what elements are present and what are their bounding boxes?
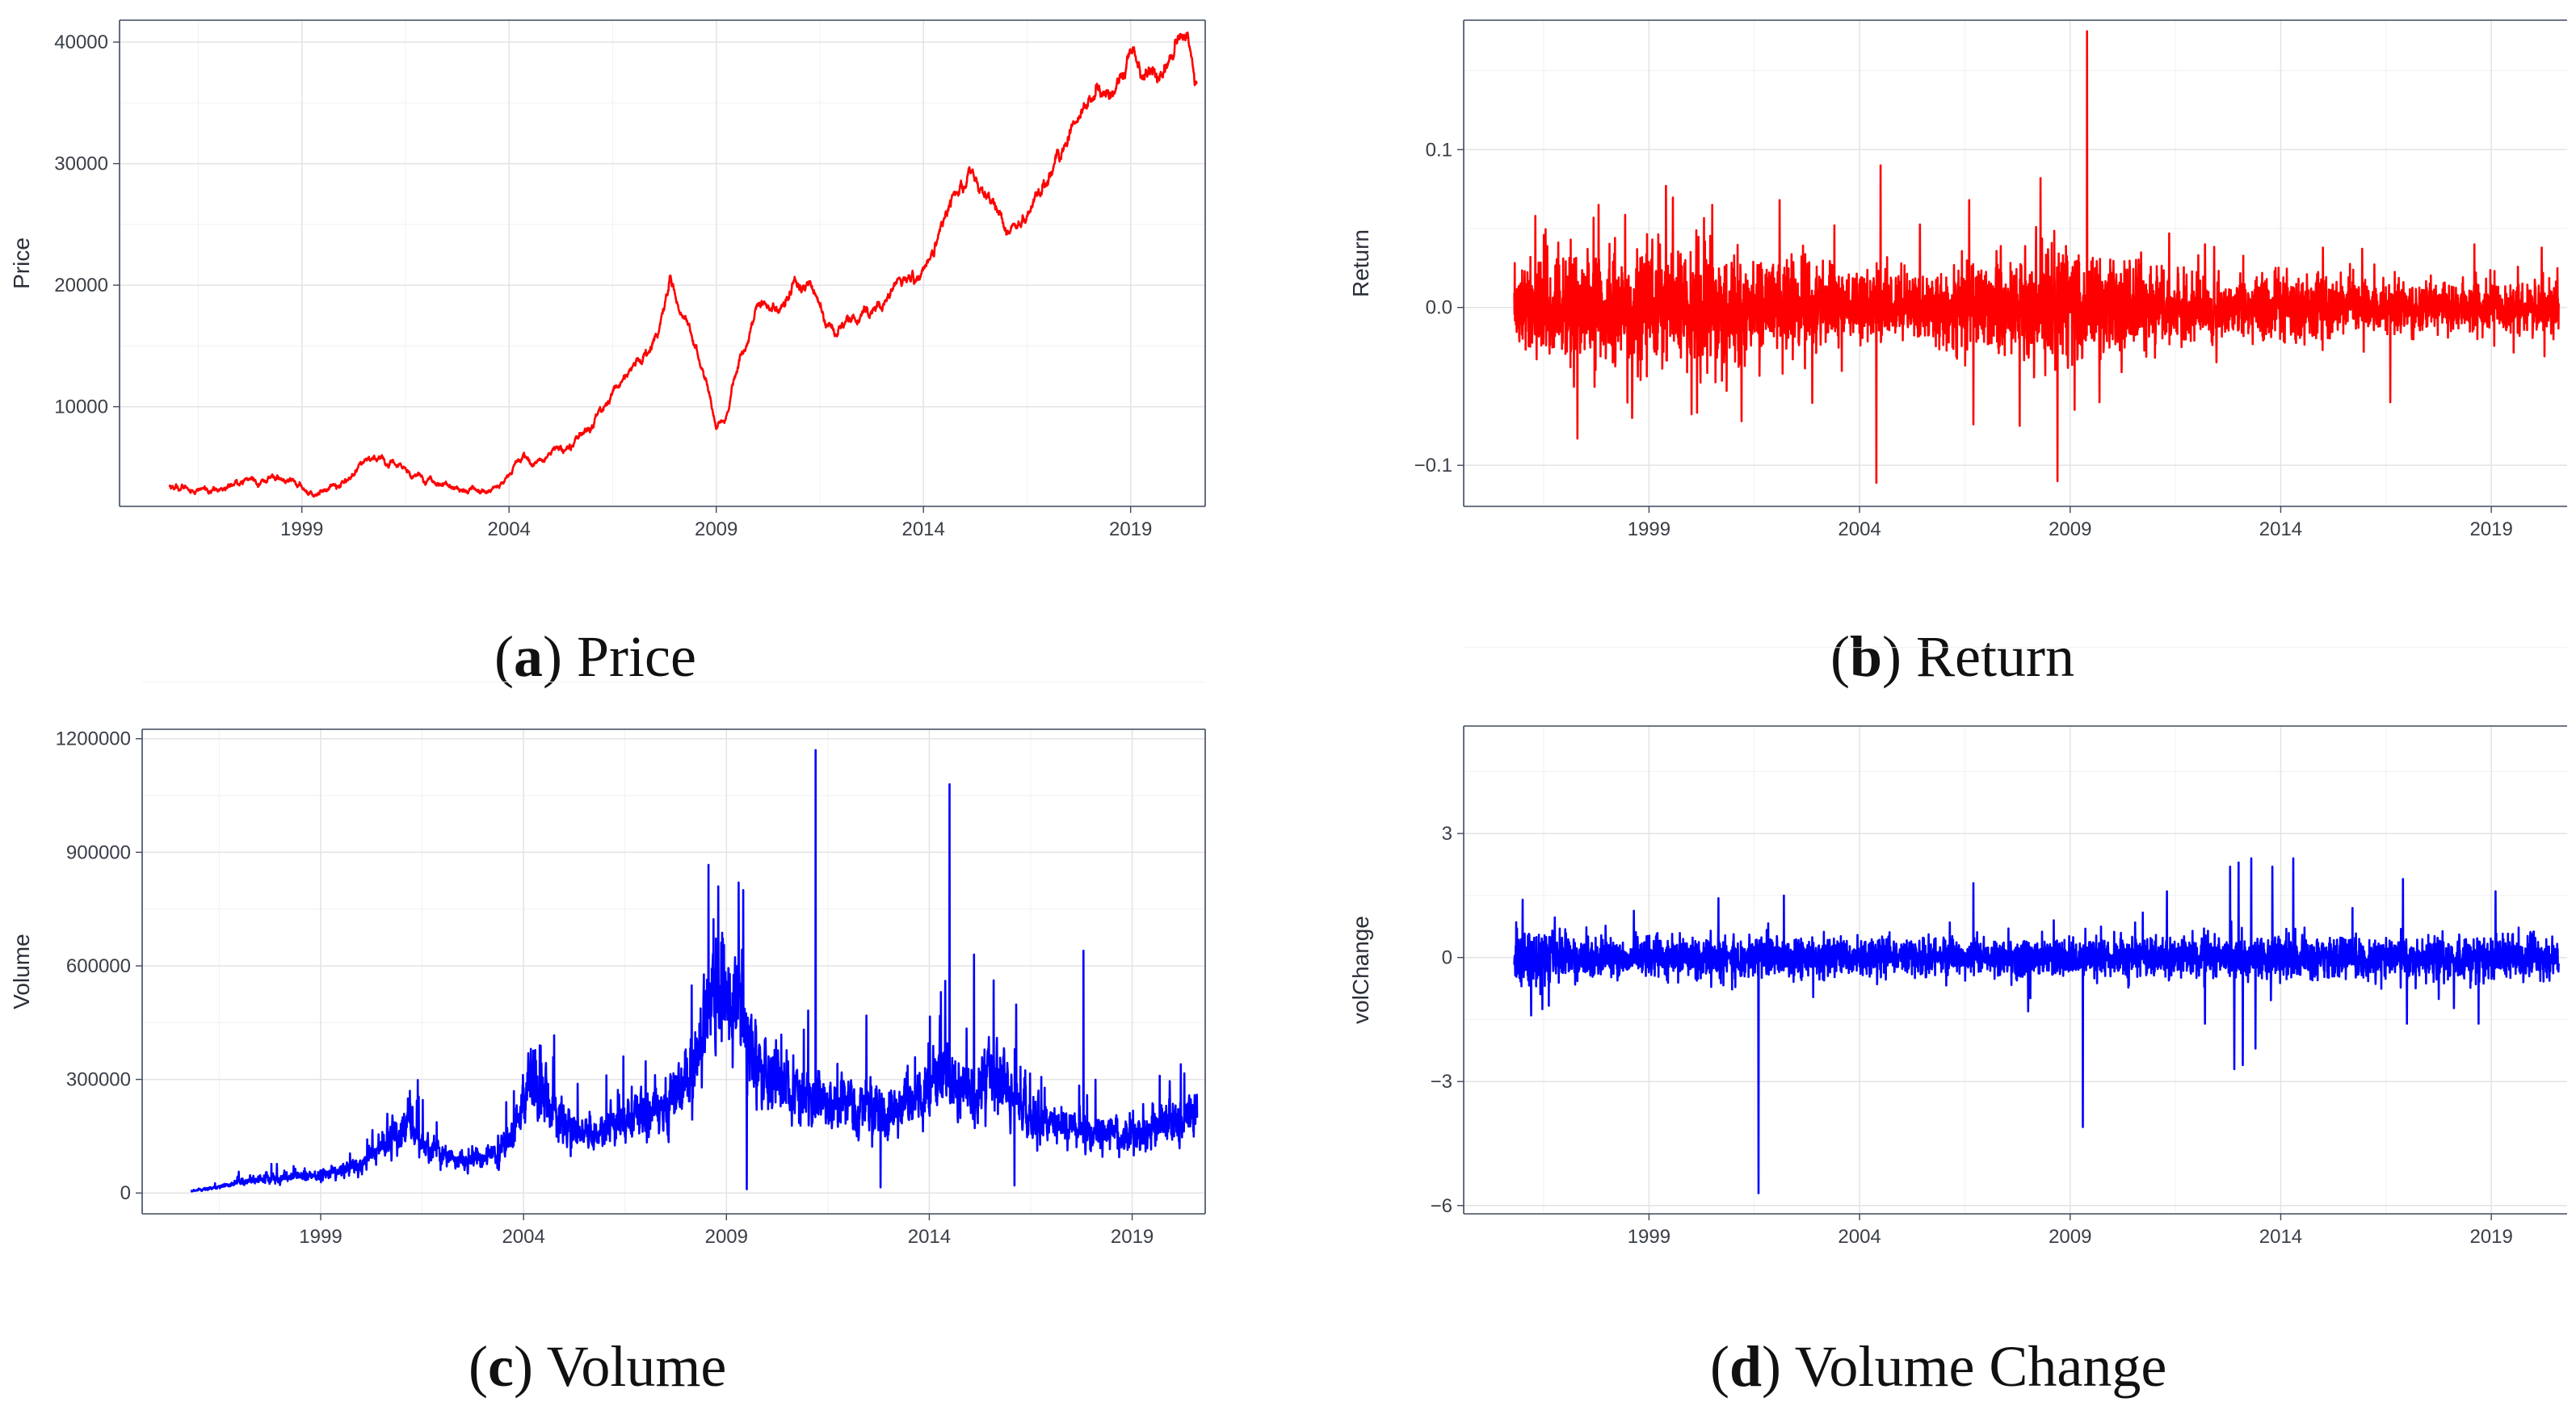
x-tick-label: 1999	[1628, 1226, 1670, 1248]
y-tick-label: 900000	[66, 842, 131, 863]
x-tick-label: 2019	[2469, 1226, 2512, 1248]
series-line	[1513, 30, 2560, 484]
y-tick-label: 0	[1442, 947, 1452, 969]
volume-change-chart: 1999 2004 2009 2014 2019 −6 −3 0 3 volChange	[1348, 647, 2567, 1248]
x-tick-label: 2014	[901, 518, 944, 540]
y-tick-label: 1200000	[56, 728, 131, 750]
y-tick-label: 20000	[54, 275, 108, 296]
x-tick-label: 2019	[2469, 518, 2512, 540]
caption-volume-change: (d) Volume Change	[1710, 1334, 2167, 1399]
y-tick-label: 40000	[54, 31, 108, 53]
x-tick-label: 1999	[299, 1226, 342, 1248]
x-tick-label: 2004	[502, 1226, 544, 1248]
y-tick-label: 300000	[66, 1069, 131, 1091]
chart-panel-volume: 1999 2004 2009 2014 2019 0 300000 600000 900000 1…	[0, 681, 1288, 1423]
y-tick-label: 3	[1442, 823, 1452, 845]
x-tick-label: 2009	[695, 518, 738, 540]
caption-price: (a) Price	[494, 624, 696, 689]
y-tick-label: −6	[1431, 1195, 1452, 1217]
y-tick-label: −3	[1431, 1071, 1452, 1093]
y-tick-label: 10000	[54, 397, 108, 418]
x-tick-label: 2014	[2259, 1226, 2302, 1248]
y-tick-label: 30000	[54, 153, 108, 175]
series-line	[168, 31, 1198, 498]
y-tick-label: −0.1	[1414, 455, 1452, 476]
x-tick-label: 2004	[488, 518, 531, 540]
series-line	[190, 749, 1199, 1193]
x-tick-label: 2004	[1838, 1226, 1881, 1248]
x-tick-label: 1999	[1628, 518, 1670, 540]
x-tick-label: 2014	[2259, 518, 2302, 540]
y-axis-title: volChange	[1348, 916, 1373, 1024]
chart-panel-volume-change: 1999 2004 2009 2014 2019 −6 −3 0 3 volChange (d) …	[1288, 647, 2576, 1423]
y-axis-title: Return	[1348, 229, 1373, 297]
chart-panel-return: 1999 2004 2009 2014 2019 −0.1 0.0 0.1 Return (b)…	[1288, 0, 2576, 712]
x-tick-label: 2009	[2049, 1226, 2091, 1248]
chart-panel-price: 1999 2004 2009 2014 2019 10000 20000 30000 40000…	[0, 0, 1288, 712]
y-axis-title: Volume	[9, 934, 34, 1009]
caption-return: (b) Return	[1830, 624, 2074, 689]
series-line	[1513, 857, 2560, 1194]
price-chart: 1999 2004 2009 2014 2019 10000 20000 30000 40000…	[9, 19, 1206, 540]
x-tick-label: 1999	[280, 518, 323, 540]
x-tick-label: 2009	[705, 1226, 748, 1248]
x-tick-label: 2019	[1111, 1226, 1154, 1248]
x-tick-label: 2014	[908, 1226, 951, 1248]
x-tick-label: 2004	[1838, 518, 1881, 540]
y-tick-label: 0.0	[1426, 297, 1452, 319]
x-tick-label: 2009	[2049, 518, 2091, 540]
volume-chart: 1999 2004 2009 2014 2019 0 300000 600000 900000 1…	[9, 681, 1206, 1248]
y-tick-label: 600000	[66, 955, 131, 977]
x-tick-label: 2019	[1109, 518, 1152, 540]
y-tick-label: 0	[120, 1182, 131, 1204]
y-tick-label: 0.1	[1426, 139, 1452, 161]
y-axis-title: Price	[9, 237, 34, 289]
caption-volume: (c) Volume	[469, 1334, 727, 1399]
return-chart: 1999 2004 2009 2014 2019 −0.1 0.0 0.1 Return	[1348, 19, 2567, 540]
